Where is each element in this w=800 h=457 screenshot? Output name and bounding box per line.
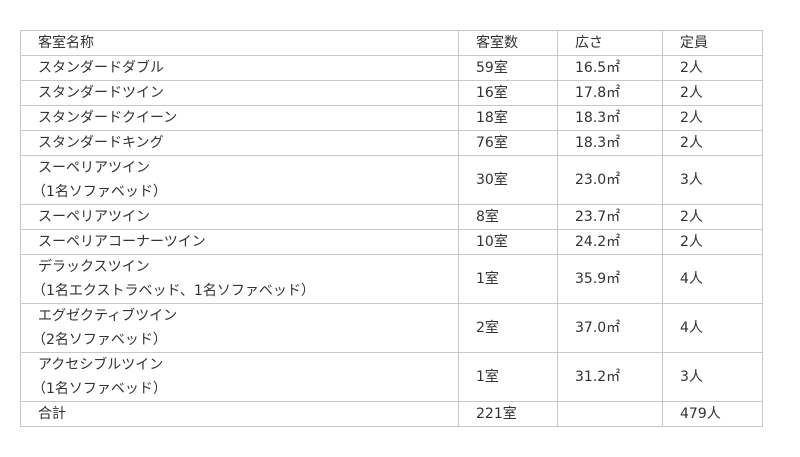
- room-name-cell: スーペリアツイン: [20, 204, 459, 230]
- room-name-cell: スタンダードクイーン: [20, 105, 459, 131]
- table-row: デラックスツイン （1名エクストラベッド、1名ソファベッド） 1室 35.9㎡ 4人: [20, 254, 763, 304]
- table-row: スーペリアコーナーツイン 10室 24.2㎡ 2人: [20, 229, 763, 255]
- room-name-cell: スーペリアツイン （1名ソファベッド）: [20, 155, 459, 205]
- room-capacity: 4人: [662, 303, 763, 353]
- room-name: スタンダードツイン: [38, 85, 164, 101]
- table-row: スタンダードツイン 16室 17.8㎡ 2人: [20, 80, 763, 106]
- room-capacity: 3人: [662, 155, 763, 205]
- room-name: スタンダードキング: [38, 135, 164, 151]
- room-area: 23.0㎡: [557, 155, 663, 205]
- room-count: 1室: [458, 254, 558, 304]
- room-name: スーペリアツイン: [38, 160, 150, 176]
- room-name: スーペリアコーナーツイン: [38, 234, 206, 250]
- room-table: 客室名称 客室数 広さ 定員 スタンダードダブル 59室 16.5㎡ 2人 スタンダード…: [20, 30, 763, 427]
- room-count: 10室: [458, 229, 558, 255]
- table-row: エグゼクティブツイン （2名ソファベッド） 2室 37.0㎡ 4人: [20, 303, 763, 353]
- header-rooms: 客室数: [458, 30, 558, 56]
- room-name-cell: スタンダードダブル: [20, 55, 459, 81]
- room-name-cell: スタンダードツイン: [20, 80, 459, 106]
- table-row: スタンダードダブル 59室 16.5㎡ 2人: [20, 55, 763, 81]
- room-name-cell: デラックスツイン （1名エクストラベッド、1名ソファベッド）: [20, 254, 459, 304]
- room-area: 23.7㎡: [557, 204, 663, 230]
- room-capacity: 2人: [662, 105, 763, 131]
- room-area: 18.3㎡: [557, 105, 663, 131]
- room-area: 17.8㎡: [557, 80, 663, 106]
- room-area: 18.3㎡: [557, 130, 663, 156]
- room-note: （1名ソファベッド）: [32, 381, 167, 397]
- room-name: デラックスツイン: [38, 259, 150, 275]
- total-capacity: 479人: [662, 401, 763, 427]
- room-name-cell: アクセシブルツイン （1名ソファベッド）: [20, 352, 459, 402]
- header-name: 客室名称: [20, 30, 459, 56]
- total-label: 合計: [20, 401, 459, 427]
- room-note: （1名ソファベッド）: [32, 184, 167, 200]
- header-area: 広さ: [557, 30, 663, 56]
- room-name-cell: スタンダードキング: [20, 130, 459, 156]
- room-capacity: 3人: [662, 352, 763, 402]
- room-count: 18室: [458, 105, 558, 131]
- room-count: 1室: [458, 352, 558, 402]
- room-area: 37.0㎡: [557, 303, 663, 353]
- room-name-cell: エグゼクティブツイン （2名ソファベッド）: [20, 303, 459, 353]
- room-area: 16.5㎡: [557, 55, 663, 81]
- room-name: スタンダードダブル: [38, 60, 164, 76]
- room-count: 2室: [458, 303, 558, 353]
- total-rooms: 221室: [458, 401, 558, 427]
- room-count: 30室: [458, 155, 558, 205]
- room-count: 16室: [458, 80, 558, 106]
- room-name: アクセシブルツイン: [38, 357, 164, 373]
- room-name: スーペリアツイン: [38, 209, 150, 225]
- table-row: アクセシブルツイン （1名ソファベッド） 1室 31.2㎡ 3人: [20, 352, 763, 402]
- room-capacity: 4人: [662, 254, 763, 304]
- total-area: [557, 401, 663, 427]
- room-area: 24.2㎡: [557, 229, 663, 255]
- room-name-cell: スーペリアコーナーツイン: [20, 229, 459, 255]
- total-row: 合計 221室 479人: [20, 401, 763, 427]
- room-area: 31.2㎡: [557, 352, 663, 402]
- room-count: 59室: [458, 55, 558, 81]
- room-name: エグゼクティブツイン: [38, 308, 178, 324]
- table-row: スタンダードクイーン 18室 18.3㎡ 2人: [20, 105, 763, 131]
- room-count: 8室: [458, 204, 558, 230]
- room-count: 76室: [458, 130, 558, 156]
- room-name: スタンダードクイーン: [38, 110, 178, 126]
- room-capacity: 2人: [662, 130, 763, 156]
- room-note: （1名エクストラベッド、1名ソファベッド）: [32, 283, 315, 299]
- header-capacity: 定員: [662, 30, 763, 56]
- room-capacity: 2人: [662, 55, 763, 81]
- room-capacity: 2人: [662, 204, 763, 230]
- table-row: スーペリアツイン （1名ソファベッド） 30室 23.0㎡ 3人: [20, 155, 763, 205]
- table-row: スタンダードキング 76室 18.3㎡ 2人: [20, 130, 763, 156]
- room-capacity: 2人: [662, 80, 763, 106]
- room-area: 35.9㎡: [557, 254, 663, 304]
- table-row: スーペリアツイン 8室 23.7㎡ 2人: [20, 204, 763, 230]
- room-note: （2名ソファベッド）: [32, 332, 167, 348]
- header-row: 客室名称 客室数 広さ 定員: [20, 30, 763, 56]
- room-capacity: 2人: [662, 229, 763, 255]
